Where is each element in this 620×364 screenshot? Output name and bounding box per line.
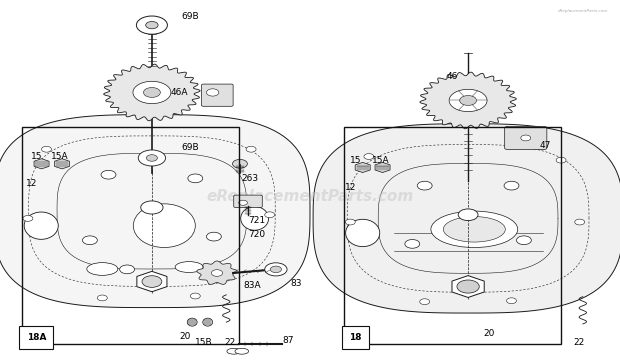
Circle shape — [420, 299, 430, 305]
Circle shape — [141, 201, 163, 214]
Circle shape — [457, 280, 479, 293]
Polygon shape — [313, 124, 620, 313]
Circle shape — [120, 265, 135, 274]
Circle shape — [575, 219, 585, 225]
FancyBboxPatch shape — [505, 127, 547, 149]
Circle shape — [270, 266, 281, 273]
Polygon shape — [0, 115, 310, 308]
Circle shape — [265, 263, 287, 276]
FancyBboxPatch shape — [234, 195, 262, 207]
Text: 12: 12 — [345, 183, 356, 192]
Circle shape — [521, 135, 531, 141]
Text: 15: 15 — [350, 156, 362, 165]
Text: 263: 263 — [242, 174, 259, 183]
Text: 22: 22 — [574, 339, 585, 347]
Circle shape — [556, 157, 566, 163]
Ellipse shape — [187, 318, 197, 326]
Circle shape — [516, 236, 531, 245]
Circle shape — [458, 209, 478, 221]
Ellipse shape — [241, 206, 268, 230]
Circle shape — [239, 200, 247, 205]
Circle shape — [211, 270, 223, 276]
Circle shape — [232, 159, 247, 168]
Text: 18: 18 — [349, 333, 361, 342]
Polygon shape — [375, 162, 390, 173]
Circle shape — [345, 219, 355, 225]
Circle shape — [82, 236, 97, 245]
Polygon shape — [452, 276, 484, 297]
Text: 20: 20 — [180, 332, 191, 341]
FancyBboxPatch shape — [202, 84, 233, 106]
Circle shape — [246, 146, 256, 152]
Ellipse shape — [431, 211, 518, 248]
Text: 69B: 69B — [181, 12, 198, 21]
Polygon shape — [55, 159, 69, 169]
Circle shape — [504, 181, 519, 190]
Text: 87: 87 — [282, 336, 294, 345]
Text: 46: 46 — [446, 72, 458, 81]
Ellipse shape — [133, 204, 195, 248]
Circle shape — [142, 276, 162, 287]
Circle shape — [405, 240, 420, 248]
Polygon shape — [355, 162, 370, 173]
Text: 15B: 15B — [195, 339, 213, 347]
Circle shape — [188, 174, 203, 183]
Text: 721: 721 — [248, 216, 265, 225]
Text: 46A: 46A — [170, 88, 188, 97]
Circle shape — [449, 89, 487, 112]
Ellipse shape — [24, 212, 58, 240]
Circle shape — [206, 89, 219, 96]
Circle shape — [507, 298, 516, 304]
Ellipse shape — [87, 263, 118, 275]
Bar — [344, 127, 561, 344]
Circle shape — [265, 212, 275, 218]
Ellipse shape — [346, 219, 379, 247]
Text: 22: 22 — [224, 339, 236, 347]
Circle shape — [97, 295, 107, 301]
Polygon shape — [104, 64, 200, 121]
Text: 15A: 15A — [51, 152, 68, 161]
Bar — [22, 127, 239, 344]
Ellipse shape — [235, 348, 249, 354]
Text: eReplacementParts.com: eReplacementParts.com — [557, 9, 608, 13]
Circle shape — [190, 293, 200, 299]
Text: 15: 15 — [31, 152, 43, 161]
Circle shape — [417, 181, 432, 190]
Circle shape — [133, 81, 171, 104]
Circle shape — [136, 16, 167, 34]
Circle shape — [364, 154, 374, 159]
Text: 69B: 69B — [181, 143, 198, 152]
Ellipse shape — [175, 262, 203, 273]
Circle shape — [146, 21, 158, 29]
Circle shape — [101, 170, 116, 179]
Circle shape — [206, 232, 221, 241]
Text: 83A: 83A — [243, 281, 260, 290]
Text: 720: 720 — [248, 230, 265, 239]
Circle shape — [459, 95, 477, 106]
Text: 47: 47 — [539, 141, 551, 150]
Text: 20: 20 — [484, 329, 495, 337]
Polygon shape — [420, 72, 516, 129]
Text: 15A: 15A — [372, 156, 389, 165]
Circle shape — [138, 150, 166, 166]
Circle shape — [42, 146, 51, 152]
Circle shape — [143, 87, 161, 98]
Text: eReplacementParts.com: eReplacementParts.com — [206, 189, 414, 204]
Text: 18A: 18A — [27, 333, 46, 342]
Polygon shape — [34, 159, 49, 169]
Polygon shape — [197, 261, 237, 284]
Text: 83: 83 — [290, 279, 302, 288]
Circle shape — [146, 155, 157, 161]
Circle shape — [23, 215, 33, 221]
Ellipse shape — [227, 348, 241, 354]
Ellipse shape — [443, 217, 505, 242]
Polygon shape — [137, 271, 167, 292]
Ellipse shape — [203, 318, 213, 326]
Text: 12: 12 — [26, 179, 37, 188]
